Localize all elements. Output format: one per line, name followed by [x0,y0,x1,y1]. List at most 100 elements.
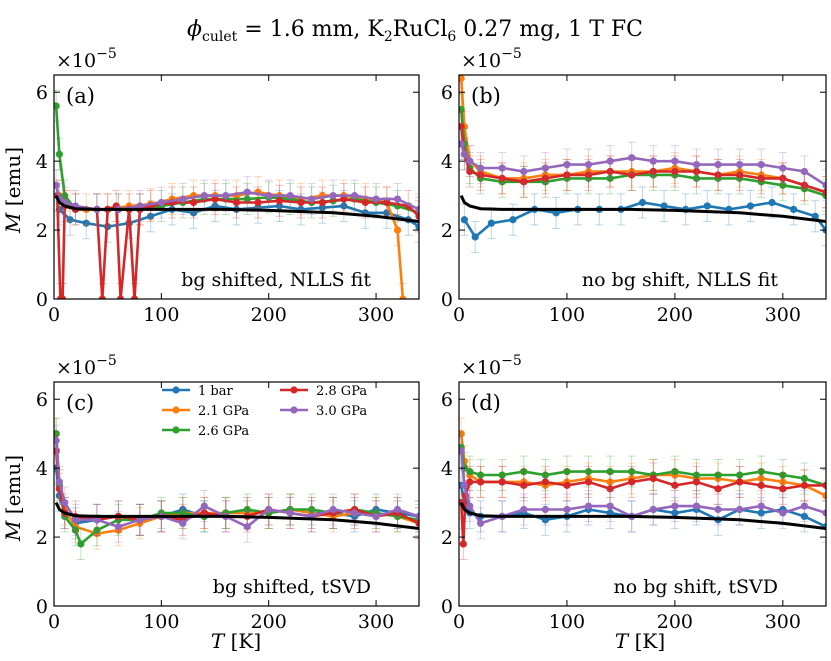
data-point [383,198,391,207]
data-point [476,478,485,486]
series-line [459,78,826,194]
data-point [822,509,826,517]
y-tick-label: 6 [36,389,48,411]
title-part-3: 0.27 mg, 1 T FC [456,17,643,42]
data-point [757,174,765,182]
y-tick-label: 4 [441,458,453,480]
data-point [714,505,722,514]
data-point [460,150,468,158]
data-point [606,468,614,476]
legend-marker [290,386,298,394]
data-point [541,478,549,486]
data-point [660,202,668,210]
data-point [563,481,571,489]
data-point [811,212,819,220]
data-point [254,198,262,207]
data-point [93,526,101,534]
data-point [71,526,80,534]
title-k-sub: 2 [384,29,393,45]
legend-label: 1 bar [198,384,233,399]
data-point [628,171,636,179]
data-point [509,216,517,224]
panel-label: (d) [471,391,501,415]
data-point [800,167,809,176]
x-tick-label: 100 [549,611,585,633]
data-point [541,471,549,479]
data-point [393,195,402,203]
series-line [459,126,826,194]
data-point [757,509,765,517]
data-point [649,505,657,514]
data-point [520,167,528,176]
series-line [459,143,826,187]
data-point [520,481,528,489]
legend-item: 3.0 GPa [280,404,367,419]
data-point [459,447,465,455]
data-point [459,75,465,83]
x-tick-label: 100 [143,304,179,326]
data-point [265,505,273,514]
data-point [476,471,485,479]
data-point [800,502,809,510]
data-point [628,468,636,476]
data-point [606,478,614,486]
offset-exp: −5 [96,46,117,62]
data-point [82,219,90,227]
legend-marker [172,426,180,434]
data-point [318,204,326,212]
data-point [61,499,69,507]
legend-label: 2.1 GPa [198,404,249,419]
offset-exp: −5 [501,46,522,62]
data-point [130,295,139,299]
data-point [286,509,294,517]
data-point [671,157,679,165]
data-point [93,516,101,524]
series-line [459,447,826,487]
x-tick-label: 0 [48,611,60,633]
series-3-0-GPa [54,424,419,543]
axes-frame [53,74,420,300]
data-point [671,468,679,476]
data-point [399,295,407,299]
data-point [200,192,208,200]
data-point [211,202,219,210]
x-tick-label: 100 [549,304,585,326]
data-point [179,519,187,527]
series-2-6-GPa [459,93,826,212]
data-point [498,174,506,182]
data-point [157,198,165,207]
data-point [265,192,273,200]
data-point [243,188,251,196]
data-point [200,502,208,510]
data-point [628,478,636,486]
data-point [714,161,722,169]
panel-annotation: no bg shift, NLLS fit [582,269,778,291]
data-point [606,509,614,517]
legend-item: 2.6 GPa [162,424,249,439]
x-tick-label: 200 [251,304,287,326]
data-point [114,523,123,531]
data-point [671,167,679,176]
x-tick-label: 200 [657,611,693,633]
data-point [459,105,465,114]
plot-area [459,75,826,253]
data-point [541,516,549,524]
data-point [822,492,826,500]
data-point [286,192,294,200]
data-point [459,430,465,438]
data-point [179,195,187,203]
series-2-6-GPa [459,431,826,502]
data-point [275,202,284,210]
data-point [790,205,798,213]
data-point [350,509,359,517]
data-point [498,478,506,486]
data-point [211,195,219,203]
data-point [77,540,85,548]
data-point [58,295,67,299]
data-point [466,478,474,486]
data-point [297,198,305,207]
data-point [649,157,657,165]
legend-marker [172,406,180,414]
data-point [476,164,485,172]
y-offset-label: ×10−5 [56,46,117,72]
